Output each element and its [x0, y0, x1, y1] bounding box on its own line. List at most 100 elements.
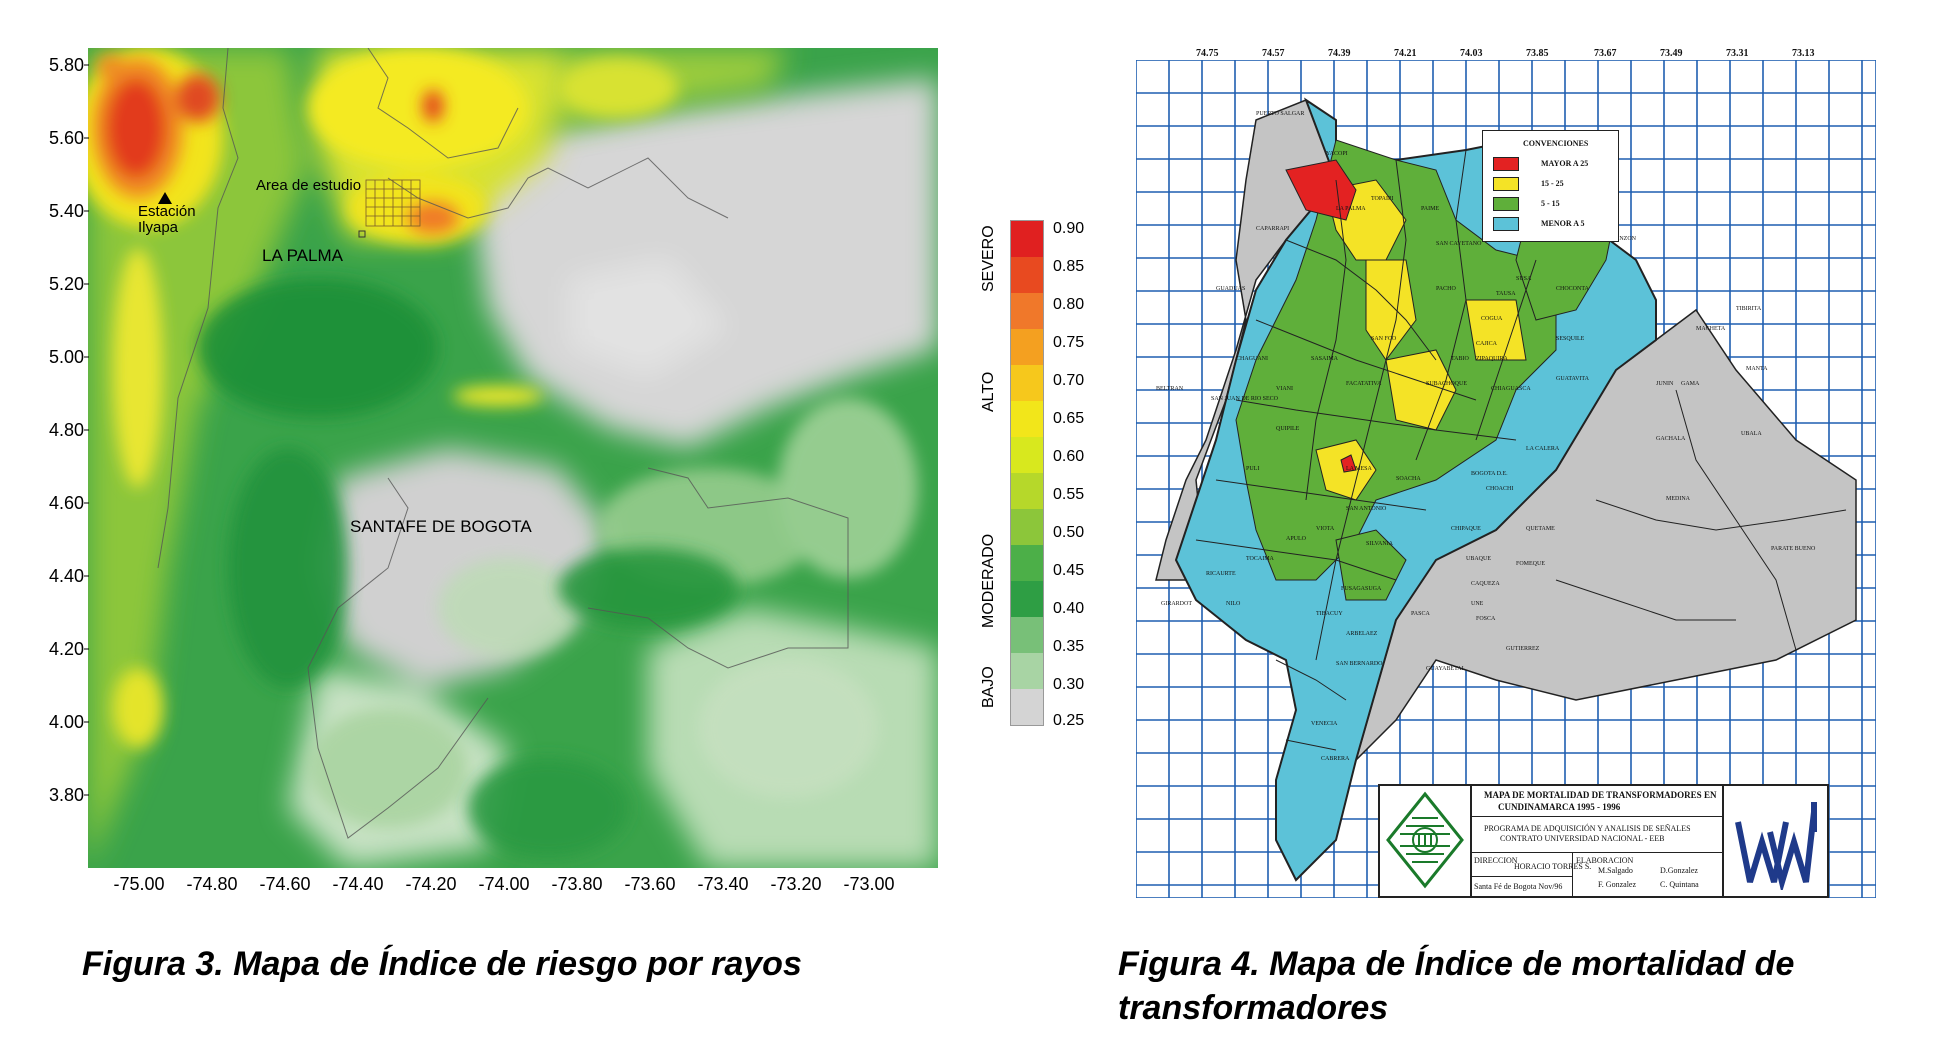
municipality-label: BOGOTA D.E. — [1471, 471, 1508, 477]
municipality-label: CAPARRAPI — [1256, 226, 1289, 232]
colorbar-swatch — [1011, 365, 1043, 401]
municipality-label: QUETAME — [1526, 526, 1555, 532]
category-label-alto: ALTO — [980, 371, 997, 412]
figure3-caption: Figura 3. Mapa de Índice de riesgo por r… — [82, 945, 802, 983]
category-label-bajo: BAJO — [980, 666, 997, 708]
x-tick: -73.80 — [551, 874, 603, 894]
colorbar-tick: 0.60 — [1053, 448, 1085, 465]
municipality-label: SUBACHOQUE — [1426, 381, 1467, 387]
colorbar-tick: 0.45 — [1053, 562, 1085, 579]
municipality-label: SAN JUAN DE RIO SECO — [1211, 396, 1279, 402]
mortality-map: PUERTO SALGAR YACOPI CAPARRAPI LA PALMA TOPA… — [1136, 60, 1876, 898]
municipality-label: PUERTO SALGAR — [1256, 111, 1304, 117]
municipality-label: SESQUILE — [1556, 336, 1585, 342]
y-tick: 3.80 — [48, 785, 84, 805]
category-label-moderado: MODERADO — [980, 533, 997, 628]
lon-tick: 74.39 — [1328, 48, 1351, 59]
municipality-label: GUAYABETAL — [1426, 666, 1466, 672]
category-label-severo: SEVERO — [980, 225, 997, 292]
municipality-label: TIBIRITA — [1736, 306, 1762, 312]
municipality-label: RICAURTE — [1206, 571, 1236, 577]
y-tick: 4.60 — [48, 493, 84, 513]
y-tick: 5.80 — [48, 55, 84, 75]
colorbar-swatch — [1011, 653, 1043, 689]
municipality-label: CHIPAQUE — [1451, 526, 1481, 532]
lon-tick: 74.21 — [1394, 48, 1417, 59]
municipality-label: SILVANIA — [1366, 541, 1394, 547]
colorbar-tick: 0.80 — [1053, 296, 1085, 313]
program-line2: CONTRATO UNIVERSIDAD NACIONAL - EEB — [1500, 834, 1665, 843]
y-tick: 5.00 — [48, 347, 84, 367]
figure4-caption: Figura 4. Mapa de Índice de mortalidad d… — [1118, 945, 1795, 983]
title-line1: MAPA DE MORTALIDAD DE TRANSFORMADORES EN — [1484, 790, 1717, 800]
municipality-label: MANTA — [1746, 366, 1768, 372]
colorbar-swatch — [1011, 257, 1043, 293]
x-tick: -74.80 — [186, 874, 238, 894]
municipality-label: TAUSA — [1496, 291, 1516, 297]
legend-label-menor: MENOR A 5 — [1541, 219, 1585, 228]
municipality-label: PULI — [1246, 466, 1259, 472]
municipality-label: CHIA — [1491, 386, 1506, 392]
municipality-label: CAQUEZA — [1471, 581, 1500, 587]
colorbar-tick: 0.25 — [1053, 712, 1085, 729]
bogota-label: SANTAFE DE BOGOTA — [350, 517, 532, 536]
municipality-label: FUSAGASUGA — [1341, 586, 1382, 592]
elaborator-1: M.Salgado — [1598, 866, 1633, 875]
colorbar-swatch — [1011, 509, 1043, 545]
colorbar-tick: 0.35 — [1053, 638, 1085, 655]
program-line1: PROGRAMA DE ADQUISICIÓN Y ANALISIS DE SE… — [1484, 824, 1691, 833]
municipality-label: SAN BERNARDO — [1336, 661, 1383, 667]
la-palma-label: LA PALMA — [262, 246, 343, 265]
figure4: 74.75 74.57 74.39 74.21 74.03 73.85 73.6… — [1100, 0, 1951, 1045]
municipality-label: TIBACUY — [1316, 611, 1343, 617]
x-tick: -73.20 — [770, 874, 822, 894]
municipality-label: CABRERA — [1321, 756, 1350, 762]
municipality-label: TABIO — [1451, 356, 1470, 362]
colorbar-tick: 0.75 — [1053, 334, 1085, 351]
municipality-label: GUATAVITA — [1556, 376, 1590, 382]
municipality-label: ZIPAQUIRA — [1476, 356, 1508, 362]
lon-tick: 73.31 — [1726, 48, 1749, 59]
x-tick: -74.60 — [259, 874, 311, 894]
colorbar-swatch — [1011, 617, 1043, 653]
municipality-label: QUIPILE — [1276, 426, 1300, 432]
x-tick: -73.60 — [624, 874, 676, 894]
lon-tick: 73.85 — [1526, 48, 1549, 59]
colorbar-tick: 0.70 — [1053, 372, 1085, 389]
x-tick: -73.00 — [843, 874, 895, 894]
y-tick: 4.20 — [48, 639, 84, 659]
municipality-label: GUTIERREZ — [1506, 646, 1540, 652]
colorbar-swatch — [1011, 545, 1043, 581]
municipality-label: PACHO — [1436, 286, 1456, 292]
municipality-label: YACOPI — [1326, 151, 1348, 157]
direction-label: DIRECCION — [1474, 856, 1518, 865]
legend: CONVENCIONES MAYOR A 25 15 - 25 5 - 15 M… — [1482, 130, 1619, 242]
elaborator-3: F. Gonzalez — [1598, 880, 1637, 889]
municipality-label: GUADUAS — [1216, 286, 1245, 292]
colorbar-swatch — [1011, 437, 1043, 473]
municipality-label: TOPAIPI — [1371, 196, 1393, 202]
colorbar-swatch — [1011, 689, 1043, 725]
lon-tick: 74.57 — [1262, 48, 1285, 59]
lon-tick: 74.75 — [1196, 48, 1219, 59]
municipality-label: VENECIA — [1311, 721, 1338, 727]
company-logo — [1735, 802, 1817, 890]
municipality-label: MEDINA — [1666, 496, 1691, 502]
y-tick: 4.40 — [48, 566, 84, 586]
municipality-label: GIRARDOT — [1161, 601, 1192, 607]
colorbar-tick: 0.90 — [1053, 220, 1085, 237]
municipality-label: FOMEQUE — [1516, 561, 1545, 567]
municipality-label: FACATATIVA — [1346, 381, 1382, 387]
municipality-label: BELTRAN — [1156, 386, 1184, 392]
x-tick: -73.40 — [697, 874, 749, 894]
colorbar-tick: 0.85 — [1053, 258, 1085, 275]
municipality-label: SASAIMA — [1311, 356, 1339, 362]
colorbar-tick: 0.55 — [1053, 486, 1085, 503]
y-tick: 5.40 — [48, 201, 84, 221]
elaborator-4: C. Quintana — [1660, 880, 1699, 889]
municipality-label: SAN CAYETANO — [1436, 241, 1482, 247]
municipality-label: SAN FCO — [1371, 336, 1397, 342]
municipality-label: GUASCA — [1506, 386, 1531, 392]
municipality-label: FOSCA — [1476, 616, 1496, 622]
municipality-label: SAN ANTONIO — [1346, 506, 1387, 512]
